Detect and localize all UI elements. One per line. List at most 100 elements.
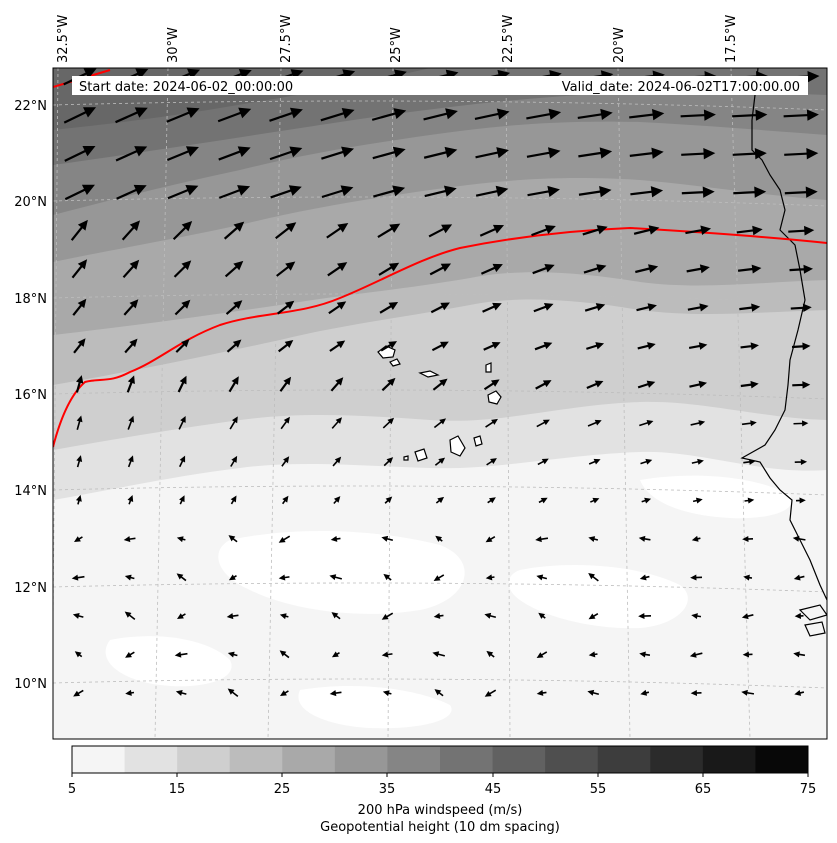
wind-arrow xyxy=(792,535,806,542)
wind-arrow xyxy=(434,689,444,697)
colorbar-sublabel: Geopotential height (10 dm spacing) xyxy=(320,820,560,835)
wind-arrow xyxy=(279,376,292,392)
wind-arrow xyxy=(127,455,134,468)
wind-arrow xyxy=(63,107,97,124)
wind-arrow xyxy=(744,497,755,504)
wind-arrow xyxy=(328,301,347,315)
wind-arrow xyxy=(435,535,443,542)
wind-arrow xyxy=(121,220,141,241)
wind-arrow xyxy=(64,146,96,162)
colorbar-frame xyxy=(71,745,809,774)
wind-arrow xyxy=(792,381,811,389)
wind-arrow xyxy=(176,536,186,543)
colorbar-swatch xyxy=(545,746,599,773)
wind-arrow xyxy=(74,651,83,658)
map-frame xyxy=(52,67,828,740)
wind-arrow xyxy=(588,651,598,658)
colorbar-swatch xyxy=(702,746,756,773)
wind-arrow xyxy=(72,298,87,316)
wind-arrow xyxy=(217,107,252,123)
wind-arrow xyxy=(175,690,187,696)
lon-label: 30°W xyxy=(166,27,181,63)
colorbar-swatch xyxy=(597,746,651,773)
wind-arrow xyxy=(223,221,245,240)
wind-arrow xyxy=(174,651,188,658)
wind-arrow xyxy=(278,340,294,353)
lat-label: 14°N xyxy=(14,484,47,499)
wind-arrow xyxy=(587,419,602,427)
wind-arrow xyxy=(281,495,289,505)
colorbar-swatch xyxy=(440,746,494,773)
colorbar-label: 200 hPa windspeed (m/s) xyxy=(358,803,523,818)
wind-arrow xyxy=(175,339,190,353)
graticule xyxy=(53,68,827,739)
wind-arrow xyxy=(533,302,554,313)
wind-arrow xyxy=(794,612,804,619)
wind-arrow xyxy=(630,186,664,198)
wind-arrow xyxy=(73,689,84,697)
wind-arrow xyxy=(432,651,446,658)
wind-arrow xyxy=(178,455,186,468)
wind-arrow xyxy=(638,535,651,542)
lon-label: 20°W xyxy=(612,27,627,63)
wind-arrow xyxy=(176,573,187,582)
wind-arrow xyxy=(124,338,138,354)
valid-date-label: Valid_date: 2024-06-02T17:00:00.00 xyxy=(562,80,800,95)
wind-arrow xyxy=(228,376,239,393)
colorbar-swatch xyxy=(755,746,809,773)
wind-arrow xyxy=(127,495,134,505)
wind-arrow xyxy=(578,186,612,198)
wind-arrow xyxy=(433,612,444,619)
wind-arrow xyxy=(629,109,665,121)
lon-label: 27.5°W xyxy=(279,15,294,63)
colorbar-tick-label: 15 xyxy=(169,782,186,797)
wind-arrow xyxy=(329,340,346,352)
wind-arrow xyxy=(226,339,242,353)
colorbar-tick-label: 5 xyxy=(68,782,76,797)
wind-arrow xyxy=(483,379,500,391)
wind-arrow xyxy=(639,419,654,427)
wind-arrow xyxy=(75,494,82,505)
wind-arrow xyxy=(71,259,88,279)
date-label-box xyxy=(72,76,808,95)
wind-arrow xyxy=(224,260,244,278)
wind-arrow xyxy=(230,495,237,505)
wind-arrow xyxy=(742,651,753,658)
wind-arrow xyxy=(639,651,651,658)
wind-arrow xyxy=(741,420,757,427)
wind-arrow xyxy=(73,338,86,354)
lon-label: 32.5°W xyxy=(56,15,71,63)
wind-arrow xyxy=(280,416,290,430)
wind-arrow xyxy=(331,651,340,658)
wind-arrow xyxy=(686,264,710,274)
wind-arrow xyxy=(690,574,703,581)
wind-arrow xyxy=(793,651,806,658)
wind-arrow xyxy=(125,689,135,696)
wind-arrow xyxy=(381,612,394,620)
colorbar-tick-label: 25 xyxy=(274,782,291,797)
wind-arrow xyxy=(279,613,289,620)
wind-arrow xyxy=(320,107,355,122)
wind-arrow xyxy=(432,378,448,391)
windspeed-field xyxy=(53,68,827,739)
wind-arrow xyxy=(681,186,715,198)
wind-arrow xyxy=(225,300,243,315)
wind-arrow xyxy=(690,689,702,697)
wind-arrow xyxy=(431,341,449,352)
colorbar-swatch xyxy=(650,746,704,773)
wind-arrow xyxy=(737,264,762,274)
wind-arrow xyxy=(124,611,136,620)
colorbar-tick-label: 65 xyxy=(695,782,712,797)
wind-arrow xyxy=(230,455,238,467)
colorbar-swatch xyxy=(387,746,441,773)
wind-arrow xyxy=(75,375,84,393)
wind-arrow xyxy=(732,109,768,121)
wind-arrow xyxy=(126,375,135,393)
wind-arrow xyxy=(480,263,503,275)
wind-arrow xyxy=(377,223,401,238)
wind-arrow xyxy=(278,574,290,581)
colorbar-swatch xyxy=(334,746,388,773)
wind-arrow xyxy=(229,416,238,430)
wind-arrow xyxy=(535,380,552,390)
colorbar-tick-labels: 5 15 25 35 45 55 65 75 xyxy=(68,782,816,797)
